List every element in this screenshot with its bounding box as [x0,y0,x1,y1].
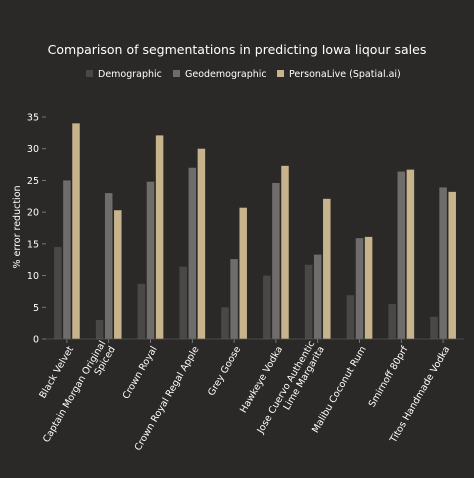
bar-geodemographic-6 [313,254,322,339]
bar-demographic-6 [304,264,313,339]
y-tick-label: 10 [27,271,39,282]
bar-demographic-2 [137,283,146,339]
y-tick-label: 25 [27,176,39,187]
x-tick-label: Grey Goose [206,344,243,398]
bars [54,123,456,339]
x-tick-label: Crown Royal [121,345,160,402]
bar-personalive-spatial-ai-9 [448,191,456,339]
y-tick-label: 0 [33,335,39,346]
x-tick-label: Smirnoff 80prf [367,344,411,409]
bar-demographic-0 [54,247,62,339]
x-tick-label-group: Smirnoff 80prf [367,344,411,409]
bar-geodemographic-9 [439,187,447,339]
legend-swatch-2 [277,70,284,77]
x-tick-label-group: Crown Royal [121,345,160,402]
y-axis-ticks: 0 5 10 15 20 25 30 35 [27,113,46,346]
y-tick-label: 30 [27,144,39,155]
y-tick-label: 15 [27,239,39,250]
bar-personalive-spatial-ai-1 [114,210,122,339]
bar-geodemographic-5 [272,182,280,339]
y-tick-label: 20 [27,208,39,219]
bar-personalive-spatial-ai-8 [406,169,415,339]
x-tick-label-group: Grey Goose [206,344,243,398]
legend-label-1: Geodemographic [185,69,267,80]
chart-title: Comparison of segmentations in predictin… [48,42,427,57]
bar-personalive-spatial-ai-6 [323,198,331,339]
y-axis-label: % error reduction [12,185,23,268]
bar-geodemographic-4 [230,259,238,339]
bar-demographic-3 [179,266,187,339]
bar-geodemographic-7 [355,238,364,339]
x-tick-label: Jose Cuervo Authentic [255,339,318,436]
bar-demographic-8 [388,304,396,339]
bar-personalive-spatial-ai-4 [239,207,247,339]
legend-swatch-0 [86,70,93,77]
bar-personalive-spatial-ai-3 [197,148,206,339]
bar-geodemographic-2 [146,181,155,339]
bar-demographic-1 [95,319,104,339]
y-tick-label: 35 [27,113,39,124]
bar-demographic-4 [221,307,229,339]
bar-geodemographic-1 [104,193,113,339]
legend-label-0: Demographic [98,69,162,80]
bar-demographic-7 [346,295,355,339]
legend-label-2: PersonaLive (Spatial.ai) [289,69,401,80]
legend-swatch-1 [173,70,180,77]
bar-personalive-spatial-ai-2 [155,135,164,339]
bar-personalive-spatial-ai-7 [364,236,373,339]
bar-geodemographic-0 [63,180,71,339]
bar-personalive-spatial-ai-5 [281,165,289,339]
bar-demographic-9 [430,316,438,339]
bar-demographic-5 [263,275,271,339]
bar-geodemographic-3 [188,167,197,339]
legend: Demographic Geodemographic PersonaLive (Sp… [86,69,401,80]
bar-geodemographic-8 [397,171,406,339]
bar-personalive-spatial-ai-0 [72,123,80,339]
y-tick-label: 5 [33,303,39,314]
